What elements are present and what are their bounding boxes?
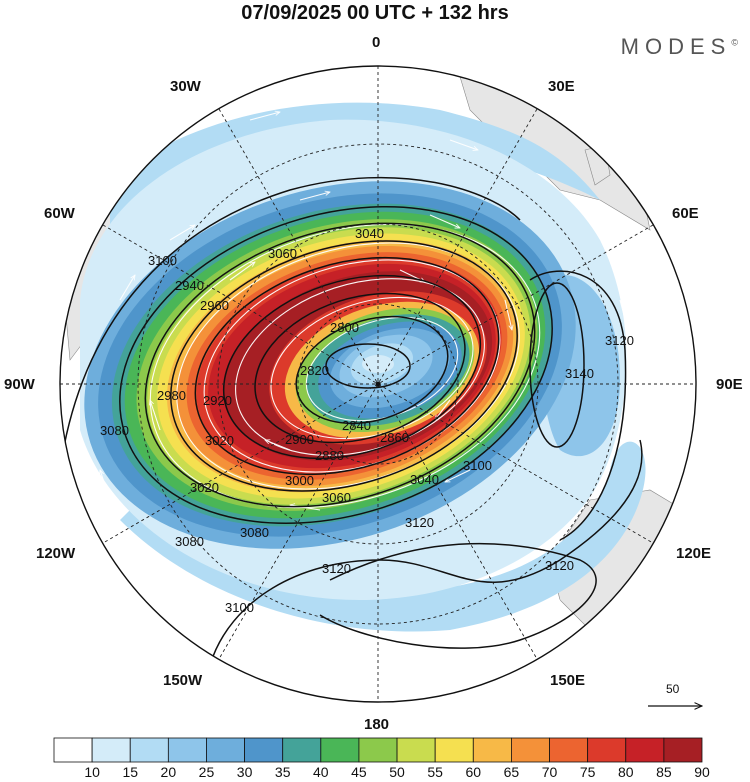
contour-label: 2800 — [330, 320, 359, 335]
contour-label: 2860 — [380, 430, 409, 445]
colorbar-tick-label: 80 — [617, 764, 634, 780]
chart-title: 07/09/2025 00 UTC + 132 hrs — [241, 2, 509, 24]
lon-label-180: 180 — [364, 716, 390, 733]
colorbar-tick-label: 25 — [198, 764, 215, 780]
colorbar-swatch — [91, 737, 131, 763]
contour-label: 3080 — [100, 423, 129, 438]
contour-label: 3100 — [463, 458, 492, 473]
lon-label-30e: 30E — [548, 78, 575, 95]
height-contours — [60, 176, 643, 666]
contour-label: 2820 — [300, 363, 329, 378]
colorbar-tick-label: 70 — [541, 764, 558, 780]
colorbar-tick-label: 90 — [694, 764, 710, 780]
colorbar-swatch — [53, 737, 93, 763]
contour-label: 3020 — [190, 480, 219, 495]
colorbar-swatch — [587, 737, 627, 763]
colorbar-swatch — [472, 737, 512, 763]
colorbar-swatch — [549, 737, 589, 763]
colorbar-tick-label: 45 — [351, 764, 367, 780]
contour-label: 3120 — [605, 333, 634, 348]
colorbar-swatch — [167, 737, 207, 763]
colorbar-swatch — [358, 737, 398, 763]
lon-label-90e: 90E — [716, 376, 743, 393]
colorbar-tick-label: 55 — [427, 764, 443, 780]
contour-label-group: 2800 2820 2840 2860 2880 2900 2920 2940 … — [100, 226, 634, 615]
lon-label-30w: 30W — [170, 78, 201, 95]
contour-label: 3140 — [565, 366, 594, 381]
lon-label-120w: 120W — [36, 545, 76, 562]
contour-label: 2900 — [285, 432, 314, 447]
contour-label: 3060 — [268, 246, 297, 261]
colorbar-swatch — [511, 737, 550, 763]
contour-label: 2920 — [203, 393, 232, 408]
lon-label-90w: 90W — [4, 376, 35, 393]
colorbar-tick-label: 60 — [465, 764, 482, 780]
colorbar-tick-label: 85 — [656, 764, 672, 780]
wind-band-outer-south — [120, 441, 646, 632]
colorbar-tick-label: 35 — [274, 764, 291, 780]
colorbar-swatch — [206, 737, 245, 763]
colorbar-tick-label: 40 — [313, 764, 329, 780]
colorbar-tick-label: 15 — [122, 764, 139, 780]
colorbar-tick-label: 75 — [579, 764, 596, 780]
colorbar-swatch — [396, 737, 436, 763]
logo-copyright-mark: © — [731, 37, 738, 48]
lon-label-0: 0 — [372, 34, 381, 51]
contour-label: 2940 — [175, 278, 204, 293]
colorbar-tick-label: 10 — [84, 764, 100, 780]
colorbar-tick-label: 20 — [160, 764, 177, 780]
contour-label: 3000 — [285, 473, 314, 488]
lon-label-120e: 120E — [676, 545, 712, 562]
contour-label: 2960 — [200, 298, 229, 313]
south-pole-dot — [375, 381, 381, 387]
lon-label-60w: 60W — [44, 205, 75, 222]
contour-label: 3120 — [405, 515, 434, 530]
contour-label: 3040 — [410, 472, 439, 487]
colorbar-swatch — [320, 737, 360, 763]
colorbar-swatch — [282, 737, 322, 763]
contour-label: 3020 — [205, 433, 234, 448]
colorbar-swatch — [244, 737, 284, 763]
lon-label-150w: 150W — [163, 672, 203, 689]
core-ring-10 — [362, 355, 394, 373]
logo-text: MODES — [620, 34, 732, 59]
contour-label: 2840 — [342, 418, 371, 433]
lon-label-150e: 150E — [550, 672, 586, 689]
contour-label: 2980 — [157, 388, 186, 403]
contour-label: 3120 — [322, 561, 351, 576]
contour-label: 2880 — [315, 448, 344, 463]
contour-label: 3120 — [545, 558, 574, 573]
lon-label-60e: 60E — [672, 205, 699, 222]
colorbar-swatch — [663, 737, 703, 763]
colorbar-swatch — [434, 737, 474, 763]
modes-logo: MODES© — [621, 34, 738, 60]
colorbar-swatch — [625, 737, 665, 763]
contour-label: 3100 — [225, 600, 254, 615]
wind-band-outer-north — [110, 102, 600, 230]
map-border — [59, 65, 697, 703]
contour-label: 3080 — [240, 525, 269, 540]
contour-label: 3080 — [175, 534, 204, 549]
colorbar-tick-label: 30 — [236, 764, 253, 780]
colorbar-tick-label: 65 — [503, 764, 520, 780]
colorbar-swatch — [129, 737, 169, 763]
reference-vector-label: 50 — [666, 682, 680, 696]
colorbar-tick-label: 50 — [389, 764, 405, 780]
colorbar — [53, 737, 703, 763]
map-field: 2800 2820 2840 2860 2880 2900 2920 2940 … — [60, 66, 696, 702]
contour-label: 3060 — [322, 490, 351, 505]
contour-label: 3040 — [355, 226, 384, 241]
